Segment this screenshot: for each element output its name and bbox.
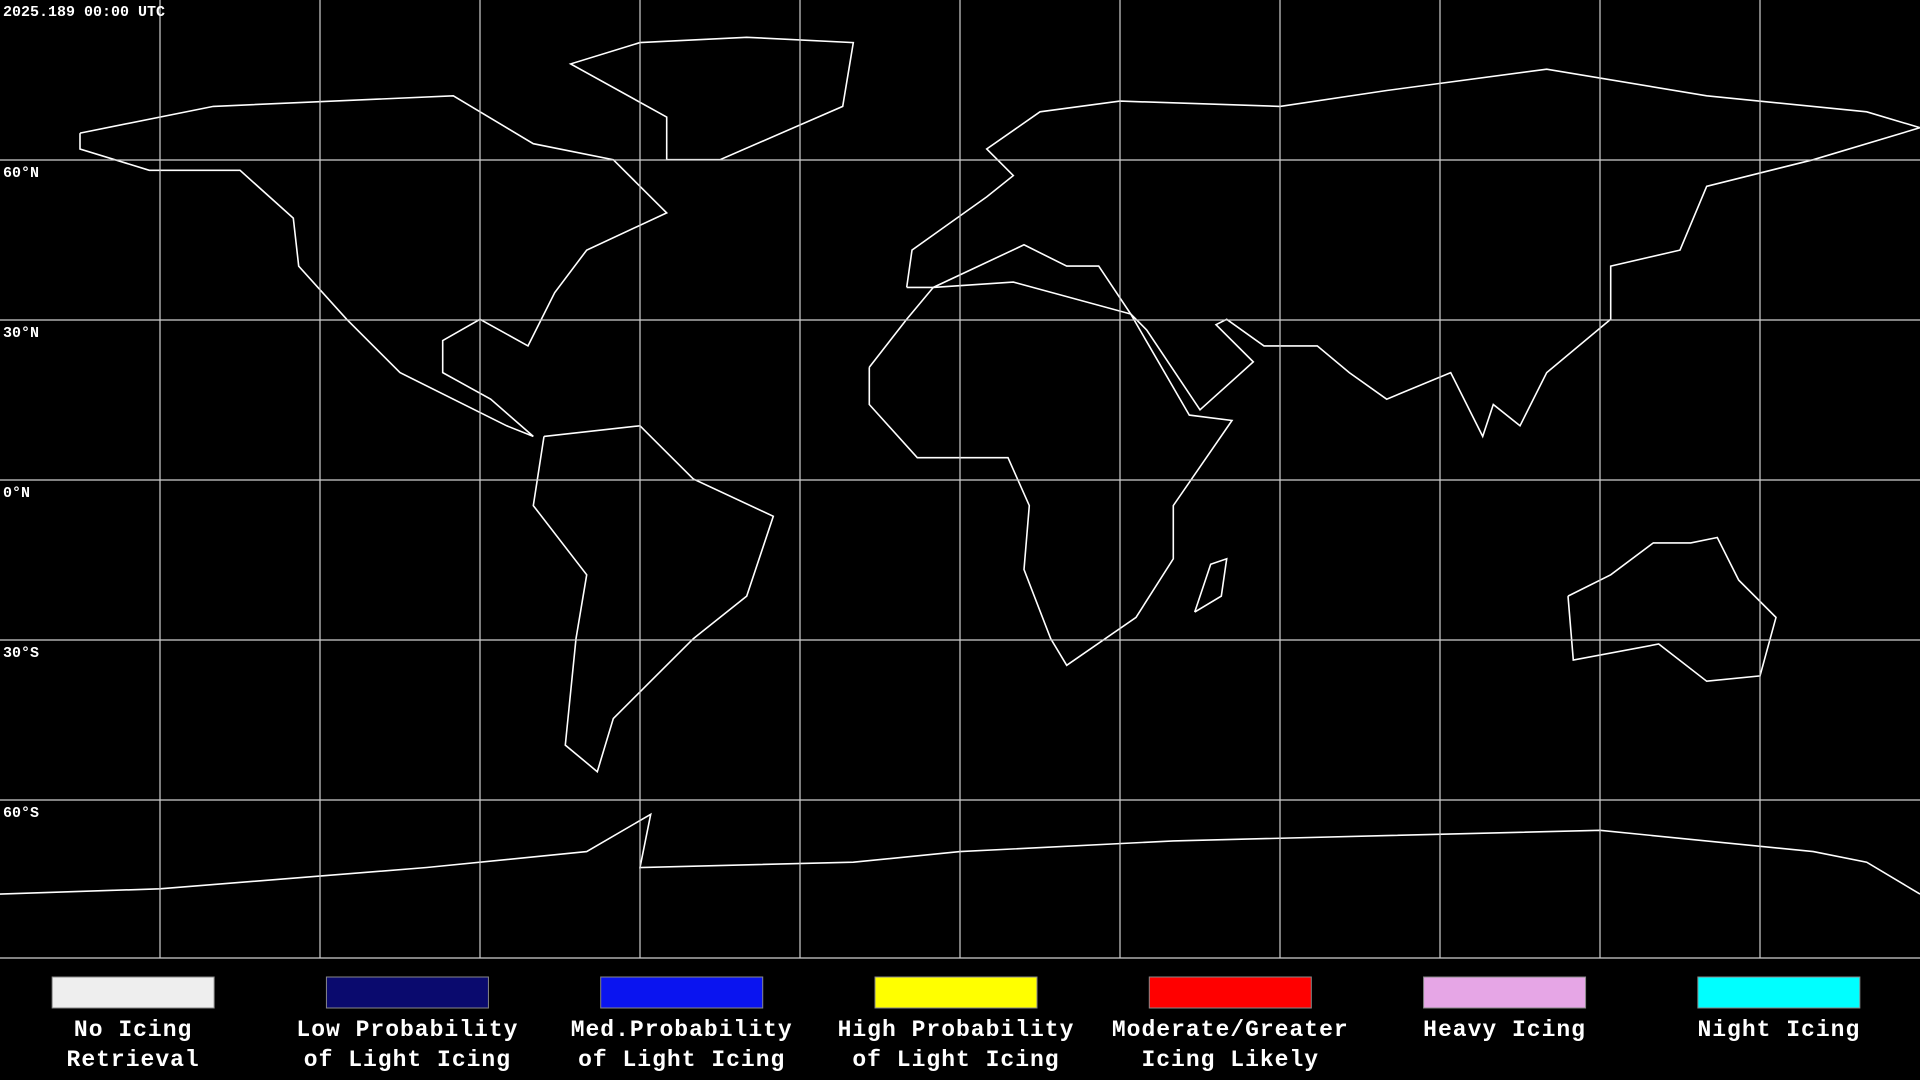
coastline: [568, 36, 855, 161]
legend-label: High Probability: [838, 1017, 1075, 1043]
coastline: [79, 94, 669, 438]
coastline: [1193, 557, 1228, 613]
legend-swatch: [325, 976, 489, 1009]
legend: No Icing Retrieval Low Probability of Light…: [51, 976, 1861, 1073]
legend-swatch: [1423, 976, 1587, 1009]
legend-label: Moderate/Greater: [1112, 1017, 1349, 1043]
legend-label: No Icing: [74, 1017, 192, 1043]
latitude-label: 30°N: [3, 325, 39, 342]
latitude-label: 60°N: [3, 165, 39, 182]
coastline: [905, 68, 1920, 439]
legend-swatch: [874, 976, 1038, 1009]
legend-label: Med.Probability: [571, 1017, 793, 1043]
legend-swatch: [51, 976, 215, 1009]
coastline: [1567, 536, 1777, 683]
legend-label: Retrieval: [67, 1047, 200, 1073]
legend-swatch: [1148, 976, 1312, 1009]
coastline: [0, 812, 1920, 895]
legend-label: Night Icing: [1697, 1017, 1860, 1043]
legend-label: Low Probability: [296, 1017, 518, 1043]
graticule: [0, 0, 1920, 959]
legend-label: of Light Icing: [852, 1047, 1059, 1073]
latitude-label: 60°S: [3, 805, 39, 822]
map-labels: 2025.189 00:00 UTC 60°N 30°N 0°N 30°S 60°S: [3, 4, 165, 822]
latitude-label: 30°S: [3, 645, 39, 662]
coastlines: [0, 36, 1920, 895]
latitude-label: 0°N: [3, 485, 30, 502]
legend-label: of Light Icing: [304, 1047, 511, 1073]
legend-label: of Light Icing: [578, 1047, 785, 1073]
legend-label: Icing Likely: [1141, 1047, 1319, 1073]
legend-label: Heavy Icing: [1423, 1017, 1586, 1043]
legend-swatch: [1697, 976, 1861, 1009]
coastline: [868, 281, 1234, 667]
timestamp: 2025.189 00:00 UTC: [3, 4, 165, 21]
coastline: [532, 424, 775, 774]
legend-swatch: [600, 976, 764, 1009]
